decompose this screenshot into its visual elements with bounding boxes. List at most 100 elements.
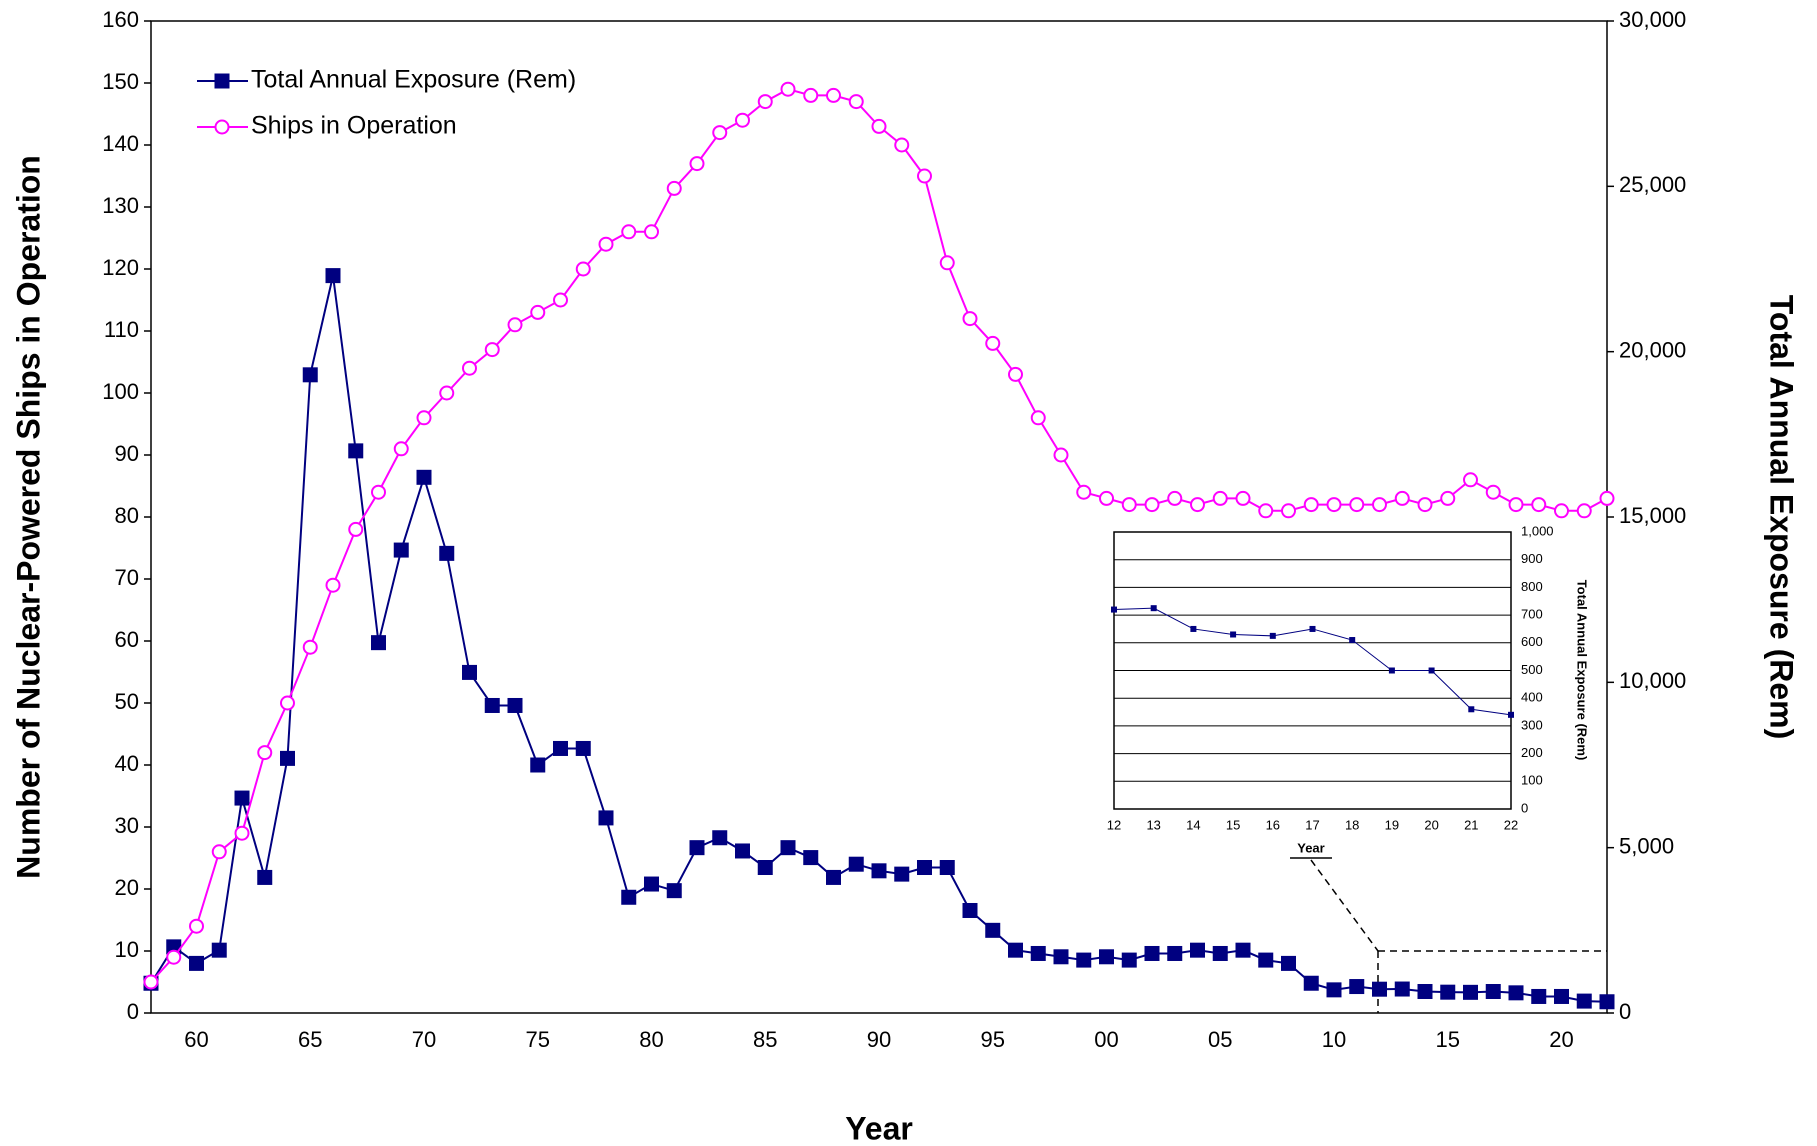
y-tick-label: 110 bbox=[104, 317, 139, 342]
marker bbox=[1190, 497, 1205, 513]
marker bbox=[1030, 410, 1046, 426]
marker bbox=[1554, 503, 1569, 519]
marker bbox=[211, 942, 227, 958]
marker bbox=[1190, 942, 1205, 958]
marker bbox=[1121, 952, 1137, 968]
marker bbox=[1326, 982, 1342, 998]
marker bbox=[1076, 484, 1092, 500]
marker bbox=[553, 292, 568, 308]
marker bbox=[1508, 497, 1524, 513]
x-tick-label: 60 bbox=[184, 1027, 208, 1052]
marker bbox=[1417, 497, 1433, 513]
marker bbox=[280, 695, 295, 711]
marker bbox=[1099, 949, 1114, 965]
marker bbox=[371, 484, 386, 500]
marker bbox=[689, 840, 705, 856]
y-tick-label: 700 bbox=[1521, 607, 1543, 622]
marker bbox=[1144, 945, 1160, 961]
marker bbox=[598, 236, 614, 252]
marker bbox=[803, 850, 819, 866]
marker bbox=[1309, 625, 1316, 632]
marker bbox=[348, 521, 364, 537]
y2-tick-label: 0 bbox=[1619, 999, 1631, 1024]
marker bbox=[439, 545, 455, 561]
marker bbox=[371, 635, 386, 651]
y-tick-label: 900 bbox=[1521, 551, 1543, 566]
marker bbox=[917, 168, 932, 184]
marker bbox=[575, 740, 591, 756]
marker bbox=[826, 87, 841, 103]
y-tick-label: 200 bbox=[1521, 745, 1543, 760]
y-tick-label: 150 bbox=[102, 69, 139, 94]
marker bbox=[1394, 490, 1410, 506]
marker bbox=[462, 664, 477, 680]
marker bbox=[917, 860, 932, 876]
marker bbox=[143, 974, 159, 990]
marker bbox=[257, 869, 273, 885]
x-tick-label: 15 bbox=[1436, 1027, 1460, 1052]
x-axis-title: Year bbox=[845, 1110, 913, 1146]
y-tick-label: 30 bbox=[115, 813, 139, 838]
marker bbox=[1508, 711, 1514, 718]
marker bbox=[848, 94, 864, 110]
x-tick-label: 16 bbox=[1266, 817, 1280, 832]
marker bbox=[1372, 497, 1387, 513]
x-tick-label: 14 bbox=[1186, 817, 1200, 832]
marker bbox=[1167, 490, 1183, 506]
x-tick-label: 15 bbox=[1226, 817, 1240, 832]
x-tick-label: 12 bbox=[1107, 817, 1121, 832]
x-tick-label: 10 bbox=[1322, 1027, 1346, 1052]
y-tick-label: 1,000 bbox=[1521, 523, 1554, 538]
marker bbox=[1303, 975, 1319, 991]
y2-tick-label: 30,000 bbox=[1619, 7, 1686, 32]
x-tick-label: 65 bbox=[298, 1027, 322, 1052]
y2-tick-label: 20,000 bbox=[1619, 337, 1686, 362]
y-tick-label: 300 bbox=[1521, 717, 1543, 732]
marker bbox=[1508, 985, 1524, 1001]
y2-tick-label: 15,000 bbox=[1619, 503, 1686, 528]
marker bbox=[894, 866, 910, 882]
x-tick-label: 19 bbox=[1385, 817, 1399, 832]
marker bbox=[325, 268, 341, 284]
marker bbox=[1150, 605, 1157, 612]
legend-label: Ships in Operation bbox=[251, 112, 457, 140]
y2-axis-title: Total Annual Exposure (Rem) bbox=[1764, 295, 1800, 739]
marker bbox=[507, 317, 523, 333]
y2-tick-label: 10,000 bbox=[1619, 668, 1686, 693]
marker bbox=[871, 863, 887, 879]
marker bbox=[416, 410, 432, 426]
marker bbox=[302, 367, 318, 383]
marker bbox=[689, 156, 705, 172]
marker bbox=[234, 790, 250, 806]
marker bbox=[416, 469, 432, 485]
y-tick-label: 130 bbox=[102, 193, 139, 218]
marker bbox=[1099, 490, 1114, 506]
marker bbox=[1485, 484, 1501, 500]
marker bbox=[189, 918, 204, 934]
y-tick-label: 80 bbox=[115, 503, 139, 528]
legend-marker bbox=[214, 73, 230, 89]
marker bbox=[484, 697, 500, 713]
x-tick-label: 13 bbox=[1146, 817, 1160, 832]
marker bbox=[780, 81, 796, 97]
y2-tick-label: 25,000 bbox=[1619, 172, 1686, 197]
x-tick-label: 20 bbox=[1424, 817, 1438, 832]
marker bbox=[894, 137, 910, 153]
x-tick-label: 05 bbox=[1208, 1027, 1232, 1052]
marker bbox=[1349, 979, 1365, 995]
marker bbox=[1230, 631, 1237, 638]
marker bbox=[1111, 606, 1117, 613]
y2-tick-label: 5,000 bbox=[1619, 833, 1674, 858]
marker bbox=[257, 745, 273, 761]
marker bbox=[780, 840, 796, 856]
marker bbox=[439, 385, 455, 401]
y-tick-label: 40 bbox=[115, 751, 139, 776]
marker bbox=[735, 843, 750, 859]
x-tick-label: 20 bbox=[1549, 1027, 1573, 1052]
marker bbox=[757, 94, 773, 110]
marker bbox=[1235, 490, 1251, 506]
marker bbox=[826, 869, 841, 885]
marker bbox=[1576, 503, 1592, 519]
marker bbox=[1030, 945, 1046, 961]
